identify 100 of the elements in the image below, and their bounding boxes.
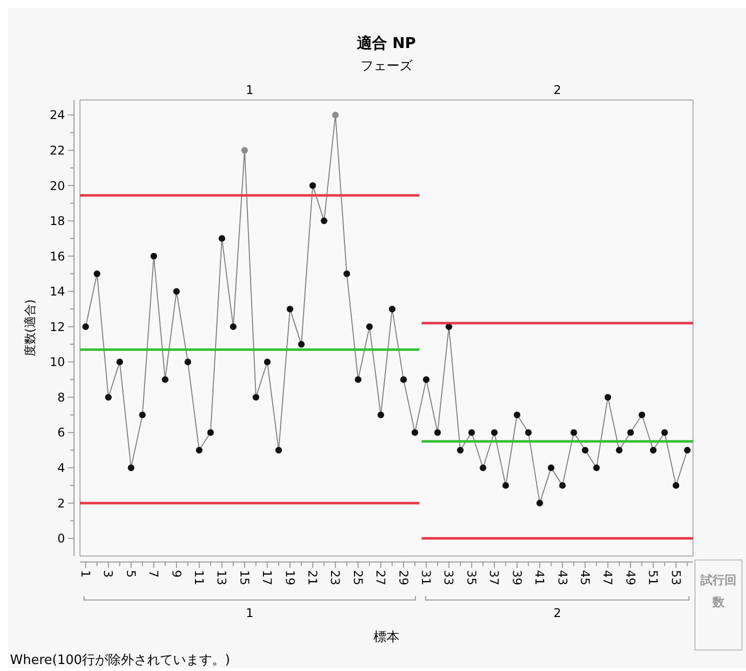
point: [502, 482, 509, 489]
point: [343, 270, 350, 278]
y-tick-label: 6: [57, 426, 65, 440]
point: [456, 446, 464, 454]
point: [94, 270, 100, 278]
x-tick-label: 51: [646, 570, 660, 586]
y-tick-label: 12: [50, 320, 65, 334]
x-tick-label: 39: [510, 570, 524, 586]
y-tick-label: 22: [50, 143, 65, 158]
y-tick-label: 4: [57, 461, 65, 475]
point: [378, 412, 384, 418]
point: [128, 464, 134, 472]
point: [412, 429, 418, 436]
x-tick-label: 43: [555, 570, 570, 586]
point: [422, 376, 430, 383]
text: Where(100行が除外されています。): [10, 653, 230, 668]
x-tick-label: 17: [260, 570, 274, 586]
point: [672, 482, 680, 489]
point: [150, 252, 158, 260]
x-tick-label: 53: [668, 570, 683, 586]
point: [525, 429, 532, 436]
point: [82, 323, 89, 330]
x-tick-label: 5: [124, 570, 138, 578]
text: 2: [554, 83, 562, 97]
point: [162, 376, 168, 383]
x-tick-label: 21: [306, 570, 320, 586]
point: [298, 341, 305, 348]
point: [207, 429, 214, 436]
point: [366, 323, 373, 330]
x-tick-label: 15: [237, 570, 252, 586]
y-tick-label: 24: [50, 108, 65, 122]
chart-subtitle: フェーズ: [360, 59, 414, 74]
x-tick-label: 13: [214, 570, 229, 586]
point: [491, 429, 498, 436]
point: [105, 394, 112, 401]
x-tick-label: 25: [350, 570, 365, 586]
text: 1: [246, 83, 254, 97]
x-tick-label: 27: [374, 570, 388, 586]
point: [650, 446, 657, 454]
point: [320, 218, 328, 224]
point: [638, 412, 646, 418]
point: [332, 112, 339, 118]
point: [196, 446, 202, 454]
chart-title: 適合 NP: [356, 34, 416, 52]
point: [684, 446, 691, 454]
x-tick-label: 37: [487, 570, 502, 586]
point: [514, 412, 520, 418]
point: [252, 394, 260, 401]
point: [582, 446, 588, 454]
x-tick-label: 1: [78, 570, 92, 578]
text: 2: [554, 606, 562, 620]
point: [241, 146, 248, 154]
point: [468, 429, 475, 436]
point: [173, 288, 180, 295]
x-tick-label: 9: [169, 570, 184, 578]
point: [604, 394, 612, 401]
y-tick-label: 8: [57, 390, 65, 404]
point: [116, 358, 124, 366]
x-tick-label: 45: [578, 570, 592, 586]
x-tick-label: 29: [396, 570, 410, 586]
y-tick-label: 20: [50, 178, 65, 193]
text: 1: [246, 606, 254, 620]
x-tick-label: 3: [101, 570, 116, 578]
x-tick-label: 33: [442, 570, 456, 586]
point: [264, 358, 271, 366]
x-tick-label: 23: [328, 570, 342, 586]
point: [548, 464, 554, 472]
y-tick-label: 10: [50, 355, 65, 370]
point: [593, 464, 600, 472]
point: [139, 412, 146, 418]
x-tick-label: 11: [192, 570, 206, 586]
point: [354, 376, 362, 383]
point: [570, 429, 578, 436]
y-tick-label: 14: [50, 284, 65, 299]
y-tick-label: 0: [57, 532, 65, 546]
point: [627, 429, 634, 436]
x-axis-title: 標本: [374, 630, 400, 645]
x-tick-label: 35: [464, 570, 478, 586]
x-tick-label: 31: [419, 570, 434, 586]
point: [309, 182, 316, 189]
point: [400, 376, 407, 383]
text: 試行回数: [700, 573, 736, 609]
point: [434, 429, 441, 436]
point: [536, 500, 544, 506]
y-axis-title: 度数(適合): [23, 299, 37, 357]
y-tick-label: 16: [50, 249, 65, 264]
point: [275, 446, 282, 454]
x-tick-label: 7: [146, 570, 161, 578]
point: [559, 482, 566, 489]
point: [286, 306, 294, 312]
point: [661, 429, 668, 436]
point: [616, 446, 623, 454]
y-tick-label: 18: [50, 214, 65, 228]
point: [480, 464, 486, 472]
point: [184, 358, 192, 366]
y-tick-label: 2: [57, 496, 65, 510]
point: [218, 235, 226, 242]
point: [230, 323, 237, 330]
point: [388, 306, 396, 312]
x-tick-label: 49: [623, 570, 638, 586]
